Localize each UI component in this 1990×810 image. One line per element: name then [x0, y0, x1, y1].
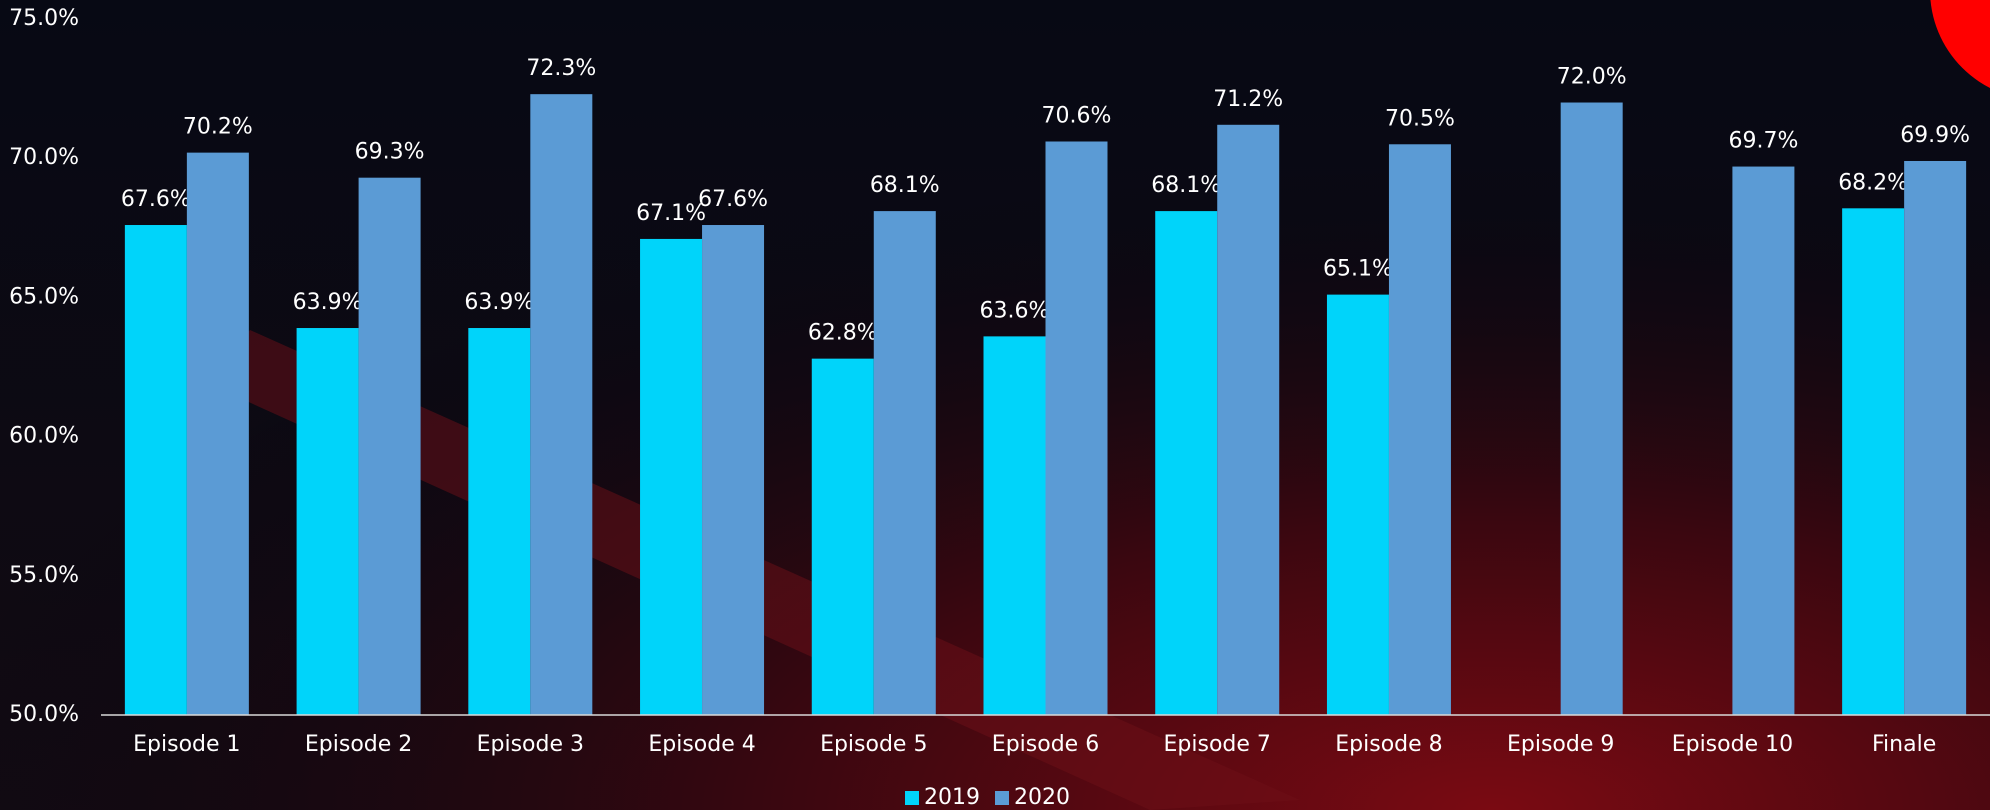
data-label: 71.2% [1213, 87, 1283, 112]
x-tick-label: Episode 1 [133, 732, 240, 757]
bar [124, 225, 187, 716]
bar [1560, 102, 1623, 715]
bar [1388, 144, 1451, 715]
decor-circle [1930, 0, 1990, 88]
data-label: 68.2% [1838, 170, 1908, 195]
bar [1045, 141, 1108, 716]
data-label: 69.9% [1900, 123, 1970, 148]
legend-label: 2020 [1014, 785, 1070, 810]
x-tick-label: Episode 4 [648, 732, 755, 757]
legend-swatch [995, 791, 1009, 805]
bar [640, 238, 703, 715]
x-tick-label: Episode 7 [1164, 732, 1271, 757]
x-tick-label: Finale [1872, 732, 1936, 757]
data-label: 68.1% [870, 173, 940, 198]
data-label: 68.1% [1151, 173, 1221, 198]
data-label: 67.6% [121, 187, 191, 212]
data-label: 67.1% [636, 201, 706, 226]
bar [811, 358, 874, 715]
data-label: 69.3% [355, 140, 425, 165]
bar [1842, 208, 1905, 715]
data-label: 69.7% [1728, 129, 1798, 154]
x-tick-label: Episode 10 [1672, 732, 1793, 757]
data-label: 70.2% [183, 115, 253, 140]
legend-label: 2019 [924, 785, 980, 810]
y-tick-label: 55.0% [9, 563, 79, 588]
bar [1155, 211, 1218, 715]
bar [983, 336, 1046, 715]
data-label: 72.3% [526, 56, 596, 81]
y-tick-label: 75.0% [9, 6, 79, 31]
data-label: 65.1% [1323, 257, 1393, 282]
data-label: 62.8% [808, 321, 878, 346]
data-label: 67.6% [698, 187, 768, 212]
y-tick-label: 50.0% [9, 702, 79, 727]
y-tick-label: 70.0% [9, 145, 79, 170]
data-label: 63.9% [293, 290, 363, 315]
x-tick-label: Episode 9 [1507, 732, 1614, 757]
x-tick-label: Episode 6 [992, 732, 1099, 757]
data-label: 63.9% [464, 290, 534, 315]
bar [296, 328, 359, 715]
data-label: 72.0% [1557, 65, 1627, 90]
x-tick-label: Episode 3 [477, 732, 584, 757]
bar [358, 177, 421, 716]
data-label: 70.5% [1385, 106, 1455, 131]
bar [702, 225, 765, 716]
bar [1326, 294, 1389, 715]
bar [1217, 124, 1280, 716]
y-tick-label: 60.0% [9, 424, 79, 449]
bar [468, 328, 531, 715]
y-tick-label: 65.0% [9, 284, 79, 309]
x-tick-label: Episode 2 [305, 732, 412, 757]
bar [530, 94, 593, 716]
bar [1904, 160, 1967, 715]
legend-swatch [905, 791, 919, 805]
data-label: 70.6% [1042, 103, 1112, 128]
data-label: 63.6% [980, 298, 1050, 323]
bar [1732, 166, 1795, 715]
bar [186, 152, 249, 715]
x-tick-label: Episode 8 [1335, 732, 1442, 757]
x-tick-label: Episode 5 [820, 732, 927, 757]
bar [873, 211, 936, 715]
